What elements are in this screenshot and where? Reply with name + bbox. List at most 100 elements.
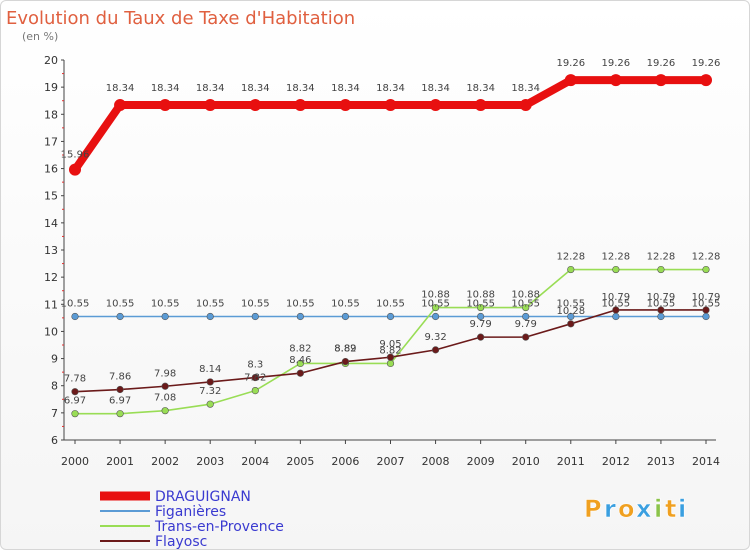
data-label: 10.28	[556, 306, 585, 317]
x-tick-label: 2003	[196, 455, 224, 468]
data-label: 7.82	[244, 373, 266, 384]
data-point	[519, 99, 532, 112]
data-point	[386, 312, 395, 321]
data-point	[657, 312, 665, 321]
data-point	[71, 312, 79, 321]
data-label: 18.34	[151, 83, 180, 94]
data-label: 18.34	[106, 83, 135, 94]
data-label: 8.89	[334, 344, 356, 355]
data-label: 7.32	[199, 386, 221, 397]
data-point	[567, 320, 575, 328]
data-point	[477, 303, 485, 312]
data-point	[384, 99, 397, 112]
data-label: 10.88	[511, 290, 540, 301]
data-label: 8.14	[199, 364, 221, 375]
y-tick-label: 12	[44, 271, 58, 284]
y-tick-label: 17	[44, 135, 58, 148]
y-tick-label: 9	[51, 353, 58, 366]
data-label: 8.3	[247, 360, 263, 371]
data-label: 19.26	[602, 58, 631, 69]
data-label: 18.34	[241, 83, 270, 94]
data-point	[522, 333, 530, 341]
data-point	[116, 410, 124, 418]
data-point	[429, 99, 442, 112]
data-label: 10.55	[196, 299, 225, 310]
data-point	[431, 346, 440, 354]
data-label: 10.55	[556, 299, 585, 310]
data-label: 18.34	[466, 83, 495, 94]
legend-label: DRAGUIGNAN	[155, 489, 251, 505]
data-label: 9.32	[424, 332, 446, 343]
data-label: 10.55	[106, 299, 135, 310]
data-point	[114, 99, 127, 112]
data-label: 8.46	[289, 355, 311, 366]
data-label: 19.26	[556, 58, 585, 69]
x-tick-label: 2002	[151, 455, 179, 468]
y-tick-label: 11	[44, 298, 58, 311]
data-point	[341, 357, 350, 366]
data-point	[477, 333, 485, 341]
data-label: 10.88	[421, 290, 450, 301]
data-label: 18.34	[331, 83, 360, 94]
x-tick-label: 2004	[241, 455, 269, 468]
x-tick-label: 2007	[377, 455, 405, 468]
x-tick-label: 2013	[647, 455, 675, 468]
data-label: 9.79	[470, 319, 492, 330]
data-point	[564, 74, 577, 87]
data-point	[296, 359, 304, 368]
logo-letter: P	[584, 495, 602, 523]
y-tick-label: 14	[44, 217, 58, 230]
data-label: 9.79	[515, 319, 537, 330]
data-label: 10.79	[692, 292, 721, 303]
x-tick-label: 2014	[692, 455, 720, 468]
y-tick-label: 19	[44, 81, 58, 94]
x-tick-label: 2005	[286, 455, 314, 468]
data-label: 10.88	[466, 290, 495, 301]
data-point	[386, 359, 395, 368]
data-point	[339, 99, 352, 112]
data-label: 15.96	[61, 150, 90, 161]
y-tick-label: 15	[44, 190, 58, 203]
data-label: 10.55	[286, 299, 315, 310]
data-point	[116, 385, 124, 394]
logo-letter: i	[654, 495, 662, 523]
data-point	[249, 99, 262, 112]
legend-label: Trans-en-Provence	[154, 519, 284, 535]
data-point	[161, 312, 169, 321]
data-label: 10.55	[61, 299, 90, 310]
data-point	[71, 388, 79, 396]
data-label: 12.28	[692, 252, 721, 263]
data-label: 8.82	[334, 343, 356, 354]
data-label: 12.28	[602, 252, 631, 263]
data-point	[161, 407, 169, 415]
legend: DRAGUIGNANFiganièresTrans-en-ProvenceFla…	[100, 489, 284, 550]
logo-letter: i	[678, 495, 686, 523]
x-tick-label: 2006	[331, 455, 359, 468]
data-point	[161, 382, 169, 390]
data-label: 6.97	[109, 396, 131, 407]
data-labels: 15.96 18.34 18.34 18.34 18.34 18.34 18.34 18.34…	[61, 58, 721, 407]
data-label: 7.08	[154, 393, 176, 404]
data-point	[567, 265, 575, 274]
y-tick-label: 16	[44, 163, 58, 176]
y-tick-label: 13	[44, 244, 58, 257]
data-point	[612, 306, 620, 314]
data-label: 10.79	[602, 292, 631, 303]
data-label: 6.97	[64, 396, 86, 407]
y-tick-label: 20	[44, 54, 58, 67]
data-label: 10.55	[241, 299, 270, 310]
y-tick-label: 18	[44, 108, 58, 121]
data-label: 7.78	[64, 374, 86, 385]
data-label: 18.34	[376, 83, 405, 94]
data-label: 8.82	[289, 343, 311, 354]
data-label: 12.28	[556, 252, 585, 263]
data-label: 18.34	[286, 83, 315, 94]
data-point	[522, 312, 530, 321]
data-label: 7.98	[154, 368, 176, 379]
data-point	[431, 303, 440, 312]
data-point	[251, 312, 259, 321]
logo-letter: t	[665, 495, 676, 523]
data-point	[657, 265, 665, 274]
data-point	[700, 74, 712, 87]
